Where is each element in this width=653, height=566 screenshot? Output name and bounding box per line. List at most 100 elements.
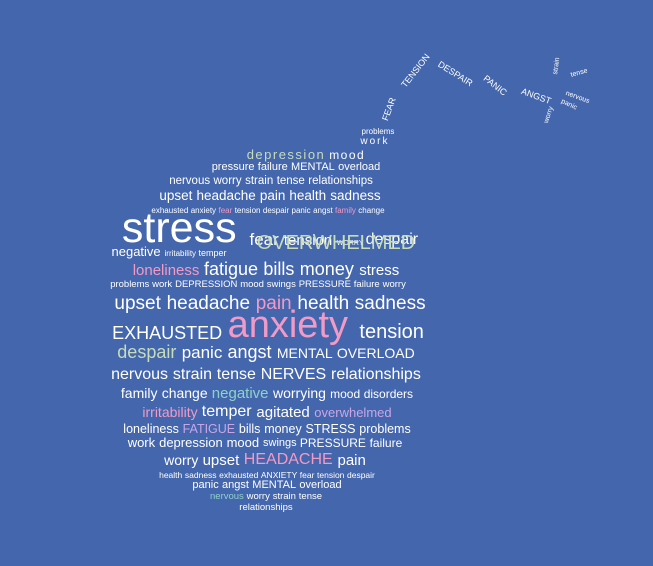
cloud-word: tense [216, 365, 256, 383]
cloud-word: tension [317, 470, 345, 481]
cloud-word: anxiety [190, 205, 217, 215]
cloud-word: overload [338, 161, 381, 174]
cloud-word: pain [259, 187, 286, 203]
cloud-word: relationships [308, 174, 373, 187]
cloud-word: worry [246, 491, 270, 503]
cloud-word: depression [159, 435, 223, 451]
cloud-word: loneliness [132, 261, 200, 279]
fuse-word: PANIC [481, 73, 509, 98]
cloud-word: upset [114, 292, 161, 314]
cloud-word: temper [198, 247, 227, 258]
cloud-word: sadness [330, 187, 381, 203]
cloud-word: mood [226, 435, 260, 451]
cloud-word: angst [222, 479, 249, 492]
cloud-word: fear [218, 205, 233, 215]
cloud-word: angst [227, 341, 272, 362]
cloud-word: anxiety [227, 303, 348, 346]
cloud-word: tension [234, 205, 261, 215]
cloud-word: failure [369, 436, 403, 451]
cloud-word: strain [172, 365, 213, 383]
cloud-word: fear [299, 470, 315, 481]
cloud-word: money [264, 421, 302, 436]
cloud-word: exhausted [151, 205, 189, 215]
cloud-word: ANXIETY [260, 470, 298, 481]
cloud-word: mood [330, 387, 361, 402]
cloud-word: headache [196, 187, 256, 203]
cloud-word: MENTAL [276, 345, 333, 362]
cloud-word: tense [298, 491, 323, 503]
fuse-word: worry [543, 105, 555, 125]
cloud-word: agitated [256, 403, 310, 421]
cloud-word: fear [249, 229, 279, 249]
cloud-word: mood [329, 148, 366, 163]
cloud-word: strain [272, 491, 296, 503]
cloud-word: strain [245, 174, 274, 187]
cloud-word: nervous [169, 174, 211, 187]
cloud-word: panic [291, 205, 311, 215]
fuse-word: FEAR [380, 96, 398, 123]
cloud-word: pain [255, 292, 292, 314]
cloud-word: worry [164, 452, 199, 469]
cloud-word: work [152, 279, 173, 291]
cloud-word: swings [263, 437, 297, 450]
cloud-word: relationships [331, 365, 421, 383]
cloud-word: sadness [184, 470, 217, 481]
cloud-word: OVERWHELMED [256, 232, 416, 254]
cloud-word: bills [263, 258, 295, 279]
cloud-word: worry [213, 174, 242, 187]
cloud-word: problems [359, 421, 411, 436]
cloud-word: relationships [239, 502, 293, 514]
cloud-word: overwhelmed [314, 405, 392, 421]
cloud-word: headache [166, 292, 251, 314]
cloud-word: despair [117, 341, 177, 362]
fuse-word: tense [570, 67, 589, 79]
cloud-word: despair [347, 470, 375, 481]
cloud-word: OVERLOAD [336, 345, 415, 362]
cloud-word: NERVES [260, 365, 327, 383]
cloud-word: failure [353, 279, 380, 291]
cloud-word: nervous [111, 365, 169, 383]
cloud-word: health [289, 187, 327, 203]
cloud-word: problems [110, 279, 150, 291]
cloud-word: work [127, 435, 156, 451]
fuse-word: ANGST [519, 86, 553, 107]
cloud-word: mood [240, 279, 264, 291]
cloud-word: temper [201, 402, 252, 420]
cloud-word: swings [266, 279, 296, 291]
cloud-word: stress [121, 204, 237, 253]
cloud-word: worry [382, 279, 406, 291]
cloud-word: STRESS [305, 421, 356, 436]
fuse-word: strain [552, 57, 562, 75]
cloud-word: pressure [211, 161, 255, 174]
cloud-word: failure [257, 161, 288, 174]
cloud-word: despair [365, 230, 419, 248]
cloud-word: family [120, 385, 158, 402]
cloud-word: despair [262, 205, 290, 215]
cloud-word: health [297, 292, 350, 314]
cloud-word: overload [299, 479, 342, 492]
cloud-word: depression [246, 147, 326, 163]
cloud-word: sadness [354, 292, 426, 314]
cloud-word: disorders [363, 387, 414, 402]
cloud-word: panic [181, 342, 223, 362]
cloud-word: tension [283, 231, 333, 249]
cloud-word: tension [359, 321, 424, 343]
cloud-word: HEADACHE [243, 450, 333, 468]
cloud-word: irritability [164, 248, 197, 258]
cloud-word: angst [313, 205, 333, 215]
cloud-word: family [335, 205, 356, 215]
cloud-word: negative [111, 244, 161, 260]
cloud-word: tense [276, 174, 305, 187]
cloud-word: irritability [142, 404, 198, 421]
cloud-word: EXHAUSTED [112, 322, 223, 343]
cloud-word: problems [361, 126, 395, 136]
cloud-word: panic [192, 479, 219, 492]
cloud-word: worrying [273, 385, 326, 402]
cloud-word: MENTAL [252, 479, 297, 492]
cloud-word: fatigue [204, 258, 259, 279]
cloud-word: upset [159, 187, 193, 203]
cloud-word: nervous [210, 491, 244, 503]
cloud-word: work [360, 136, 390, 147]
cloud-word: health [159, 470, 183, 481]
